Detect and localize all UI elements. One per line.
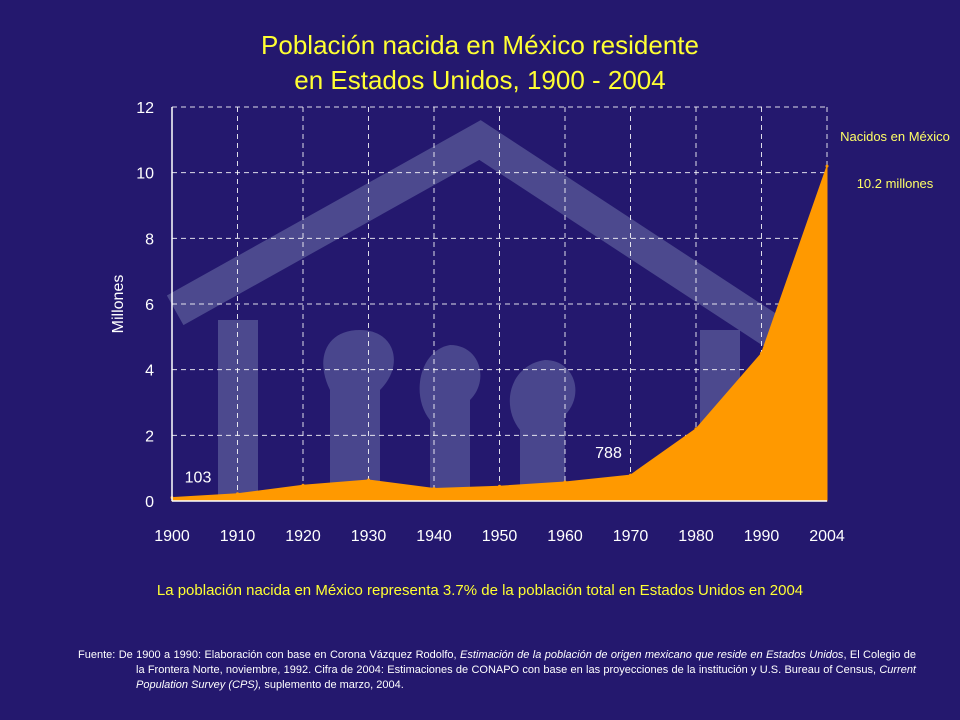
x-tick-label-1980: 1980 [678,528,714,545]
title-line-2: en Estados Unidos, 1900 - 2004 [294,65,666,95]
title-line-1: Población nacida en México residente [261,30,699,60]
annotation-1970: 788 [595,445,622,462]
x-tick-label-1920: 1920 [285,528,321,545]
data-point-2004 [825,164,829,168]
x-tick-label-1950: 1950 [482,528,518,545]
data-point-1910 [236,492,239,496]
y-tick-label-6: 6 [145,297,154,314]
data-point-1950 [498,484,501,488]
x-tick-label-1910: 1910 [220,528,256,545]
x-tick-label-1930: 1930 [351,528,387,545]
annotation-1900: 103 [185,470,212,487]
source-part-1: Fuente: De 1900 a 1990: Elaboración con … [78,649,460,661]
summary-text: La población nacida en México representa… [156,582,804,599]
x-tick-label-1990: 1990 [744,528,780,545]
source-italic-2: Current Population Survey (CPS), [136,664,916,691]
y-tick-label-4: 4 [145,363,154,380]
x-tick-label-1960: 1960 [547,528,583,545]
figure-3-watermark [509,360,576,500]
data-point-1980 [694,427,698,431]
house-roof-watermark [166,120,794,354]
source-note: Fuente: De 1900 a 1990: Elaboración con … [78,648,916,693]
y-tick-label-8: 8 [145,231,154,248]
data-point-1990 [760,351,763,355]
y-tick-label-10: 10 [136,166,154,183]
x-tick-label-1900: 1900 [154,528,190,545]
chart-title: Población nacida en México residente en … [0,28,960,98]
side-note-value: 10.2 millones [856,176,934,191]
y-tick-label-12: 12 [136,100,154,117]
x-tick-label-1970: 1970 [613,528,649,545]
x-tick-label-1940: 1940 [416,528,452,545]
figure-2-watermark [419,345,481,500]
data-point-1930 [367,478,370,482]
source-part-3: suplemento de marzo, 2004. [261,679,404,691]
data-point-1920 [301,483,305,487]
y-tick-label-0: 0 [145,494,154,511]
source-italic-1: Estimación de la población de origen mex… [459,649,844,661]
side-note-label: Nacidos en México [840,129,950,144]
y-axis-label: Millones [110,275,127,334]
data-point-1970 [629,473,632,477]
x-tick-label-2004: 2004 [809,528,845,545]
data-point-1960 [563,480,567,484]
figure-1-watermark [323,330,394,500]
source-part-2: , El Colegio de la Frontera Norte, novie… [136,649,916,676]
series-area [171,165,828,502]
data-point-1940 [432,487,436,491]
y-tick-label-2: 2 [145,428,154,445]
